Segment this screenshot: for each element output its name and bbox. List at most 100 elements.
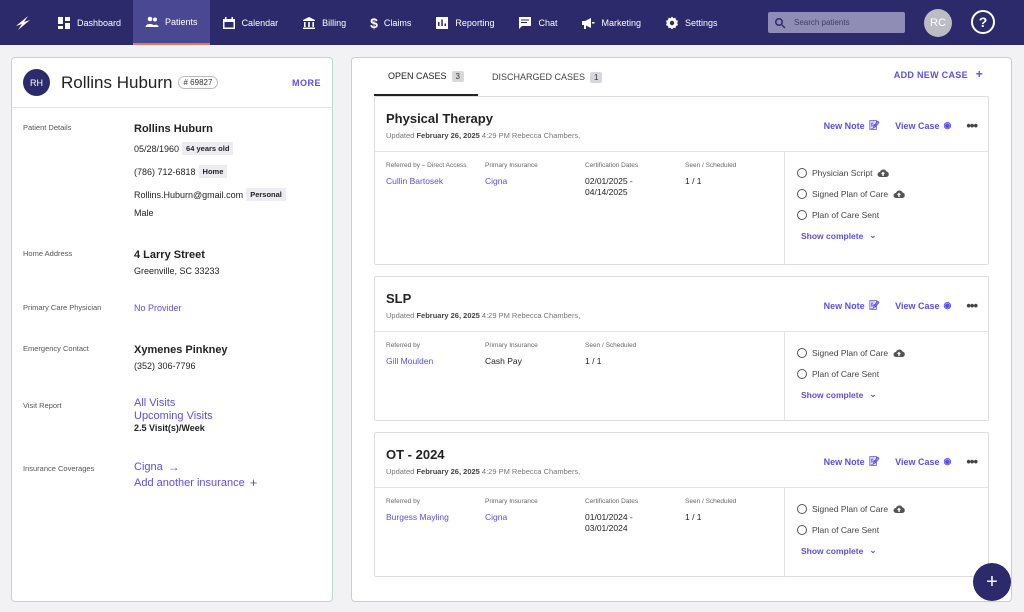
check-signed-plan-of-care[interactable]: Signed Plan of Care [797,342,905,363]
dollar-icon: $ [370,14,378,31]
email-type-badge: Personal [246,188,286,201]
logo[interactable] [0,0,45,45]
radio-button[interactable] [797,209,807,220]
fab-add-button[interactable]: + [973,563,1011,601]
show-complete-toggle[interactable]: Show complete ⌄ [801,230,877,241]
radio-button[interactable] [797,188,807,199]
insurance-link[interactable]: Cigna [485,176,508,186]
case-card-physical-therapy: Physical Therapy Updated February 26, 20… [374,96,989,265]
patient-header: RH Rollins Huburn # 69827 MORE [12,58,332,108]
referred-by-link[interactable]: Burgess Mayling [386,512,449,522]
tab-open-cases[interactable]: OPEN CASES 3 [374,58,478,96]
nav-label: Patients [165,16,198,27]
nav-label: Reporting [455,17,495,28]
search-box[interactable] [768,12,905,33]
plus-icon: + [975,67,983,81]
referred-label: Referred by [386,342,420,349]
check-signed-plan-of-care[interactable]: Signed Plan of Care [797,498,905,519]
more-options-icon[interactable]: ••• [966,118,978,133]
tab-discharged-cases[interactable]: DISCHARGED CASES 1 [478,58,616,96]
cloud-upload-icon[interactable] [877,167,890,179]
cloud-upload-icon[interactable] [893,188,905,200]
nav-label: Billing [322,17,347,28]
megaphone-icon [582,17,595,29]
user-avatar[interactable]: RC [924,9,952,37]
radio-button[interactable] [797,347,807,358]
new-note-button[interactable]: New Note 📝︎ [823,120,881,131]
nav-reporting[interactable]: Reporting [423,0,506,45]
more-options-icon[interactable]: ••• [966,298,978,313]
chat-icon [519,16,532,29]
nav-dashboard[interactable]: Dashboard [45,0,133,45]
search-input[interactable] [794,18,894,27]
patient-avatar: RH [23,69,50,96]
upcoming-visits-link[interactable]: Upcoming Visits [134,410,213,422]
nav-claims[interactable]: $ Claims [358,0,423,45]
check-plan-of-care-sent[interactable]: Plan of Care Sent [797,519,905,540]
cert-dates: 02/01/2025 - 04/14/2025 [585,176,633,197]
radio-button[interactable] [797,524,807,535]
show-complete-toggle[interactable]: Show complete ⌄ [801,545,877,556]
seen-value: 1 / 1 [685,512,702,522]
visit-report-label: Visit Report [23,401,62,410]
check-signed-plan-of-care[interactable]: Signed Plan of Care [797,183,905,204]
radio-button[interactable] [797,368,807,379]
nav-label: Chat [538,17,558,28]
pcp-label: Primary Care Physician [23,303,102,312]
check-plan-of-care-sent[interactable]: Plan of Care Sent [797,204,905,225]
new-note-button[interactable]: New Note 📝︎ [823,300,881,311]
add-insurance-button[interactable]: Add another insurance + [134,475,329,490]
note-add-icon: 📝︎ [868,120,881,130]
nav-patients[interactable]: Patients [133,0,210,45]
check-physician-script[interactable]: Physician Script [797,162,905,183]
check-plan-of-care-sent[interactable]: Plan of Care Sent [797,363,905,384]
nav-billing[interactable]: Billing [290,0,358,45]
emergency-contact-label: Emergency Contact [23,344,89,353]
cert-label: Certification Dates [585,162,639,169]
emergency-contact-phone: (352) 306-7796 [134,361,196,371]
nav-settings[interactable]: Settings [653,0,730,45]
seen-value: 1 / 1 [585,356,602,366]
case-title: Physical Therapy [386,111,493,126]
gear-icon [665,16,678,29]
chart-icon [436,16,449,29]
nav-marketing[interactable]: Marketing [569,0,653,45]
nav-chat[interactable]: Chat [506,0,569,45]
case-tabs: OPEN CASES 3 DISCHARGED CASES 1 [374,58,616,96]
more-button[interactable]: MORE [292,77,321,88]
referred-by-link[interactable]: Cullin Bartosek [386,176,444,186]
view-case-button[interactable]: View Case ◉ [895,300,952,311]
people-icon [145,16,159,27]
cases-panel: OPEN CASES 3 DISCHARGED CASES 1 ADD NEW … [351,57,1012,602]
help-icon[interactable]: ? [971,10,995,34]
cloud-upload-icon[interactable] [893,347,905,359]
seen-label: Seen / Scheduled [685,162,737,169]
seen-label: Seen / Scheduled [685,498,737,505]
view-case-button[interactable]: View Case ◉ [895,456,952,467]
eye-icon: ◉ [943,300,952,310]
radio-button[interactable] [797,167,807,178]
radio-button[interactable] [797,503,807,514]
new-note-button[interactable]: New Note 📝︎ [823,456,881,467]
add-new-case-button[interactable]: ADD NEW CASE + [894,67,983,81]
pcp-link[interactable]: No Provider [134,303,182,313]
city-address: Greenville, SC 33233 [134,266,220,276]
insurance-label: Primary Insurance [485,342,538,349]
insurance-link[interactable]: Cigna → [134,460,329,474]
patient-sex: Male [134,208,154,218]
case-card-slp: SLP Updated February 26, 2025 4:29 PM Re… [374,276,989,421]
all-visits-link[interactable]: All Visits [134,397,176,409]
patient-email: Rollins.Huburn@gmail.com [134,189,244,200]
insurance-link[interactable]: Cigna [485,512,508,522]
show-complete-toggle[interactable]: Show complete ⌄ [801,389,877,400]
nav-calendar[interactable]: Calendar [210,0,291,45]
insurance-label: Primary Insurance [485,498,538,505]
calendar-icon [222,16,235,29]
more-options-icon[interactable]: ••• [966,454,978,469]
cloud-upload-icon[interactable] [893,503,905,515]
referred-by-link[interactable]: Gill Moulden [386,356,434,366]
case-title: OT - 2024 [386,447,445,462]
patient-phone: (786) 712-6818 [134,166,196,177]
cert-label: Certification Dates [585,498,639,505]
view-case-button[interactable]: View Case ◉ [895,120,952,131]
